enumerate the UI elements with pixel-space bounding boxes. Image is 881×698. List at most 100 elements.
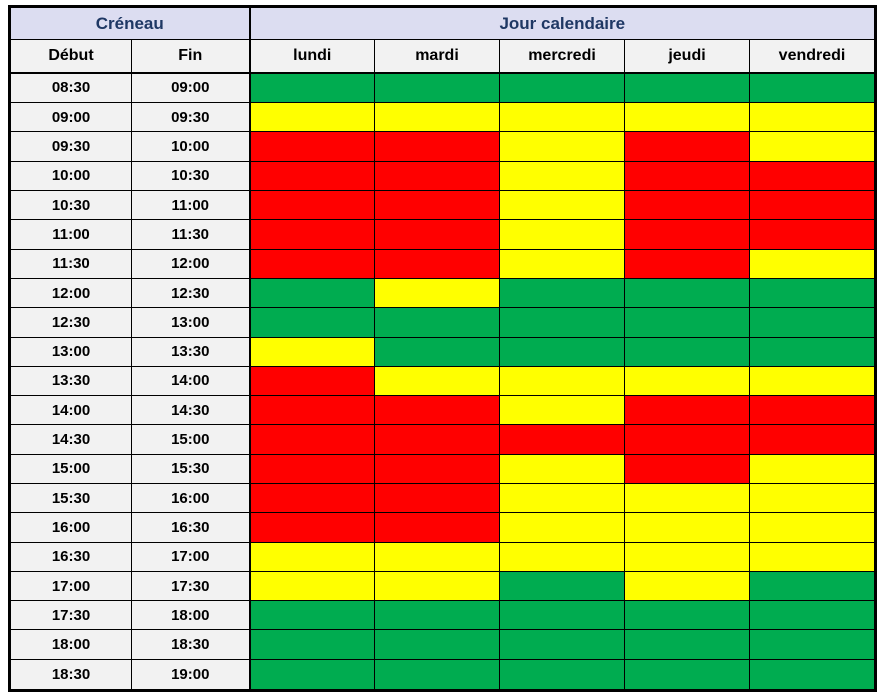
slot-cell	[499, 71, 625, 104]
slot-cell	[624, 482, 750, 514]
time-start-cell: 12:30	[9, 307, 132, 338]
time-start-cell: 16:30	[9, 541, 132, 572]
slot-cell	[499, 629, 625, 660]
time-start-cell: 12:00	[9, 277, 132, 309]
time-start-cell: 15:30	[9, 482, 132, 514]
slot-cell	[748, 395, 877, 426]
time-end-cell: 10:00	[131, 131, 250, 162]
slot-cell	[748, 453, 877, 484]
slot-cell	[374, 395, 500, 426]
table-row: 09:30 10:00	[9, 131, 877, 162]
slot-cell	[374, 336, 500, 367]
table-row: 12:30 13:00	[9, 307, 877, 338]
time-end-cell: 14:30	[131, 395, 250, 426]
slot-cell	[248, 160, 375, 192]
time-start-cell: 11:00	[9, 219, 132, 250]
table-row: 13:00 13:30	[9, 336, 877, 367]
slot-cell	[499, 336, 625, 367]
slot-cell	[248, 365, 375, 397]
slot-cell	[499, 570, 625, 602]
time-end-cell: 13:30	[131, 336, 250, 367]
slot-cell	[374, 629, 500, 660]
slot-cell	[374, 658, 500, 692]
slot-cell	[248, 277, 375, 309]
time-start-cell: 14:00	[9, 395, 132, 426]
slot-cell	[748, 365, 877, 397]
slot-cell	[248, 190, 375, 221]
slot-cell	[624, 160, 750, 192]
slot-cell	[499, 190, 625, 221]
time-start-cell: 11:30	[9, 248, 132, 279]
slot-cell	[374, 482, 500, 514]
slot-cell	[624, 71, 750, 104]
table-row: 18:00 18:30	[9, 629, 877, 660]
slot-cell	[499, 482, 625, 514]
time-start-cell: 18:30	[9, 658, 132, 692]
slot-cell	[748, 570, 877, 602]
slot-cell	[248, 336, 375, 367]
slot-cell	[748, 131, 877, 162]
time-end-cell: 18:30	[131, 629, 250, 660]
time-start-cell: 17:30	[9, 600, 132, 631]
time-end-cell: 12:30	[131, 277, 250, 309]
slot-cell	[624, 541, 750, 572]
slot-cell	[499, 219, 625, 250]
slot-cell	[499, 453, 625, 484]
time-start-cell: 09:00	[9, 102, 132, 133]
slot-cell	[248, 219, 375, 250]
time-end-cell: 17:30	[131, 570, 250, 602]
table-row: 10:30 11:00	[9, 190, 877, 221]
time-start-cell: 13:30	[9, 365, 132, 397]
slot-cell	[374, 600, 500, 631]
slot-cell	[499, 512, 625, 543]
slot-cell	[748, 307, 877, 338]
slot-cell	[374, 102, 500, 133]
slot-cell	[248, 512, 375, 543]
slot-cell	[374, 277, 500, 309]
slot-cell	[499, 541, 625, 572]
slot-cell	[624, 131, 750, 162]
slot-cell	[374, 570, 500, 602]
table-row: 11:30 12:00	[9, 248, 877, 279]
slot-cell	[748, 102, 877, 133]
slot-cell	[248, 541, 375, 572]
slot-cell	[374, 160, 500, 192]
table-row: 08:30 09:00	[9, 71, 877, 104]
slot-cell	[748, 424, 877, 455]
time-end-cell: 11:00	[131, 190, 250, 221]
slot-cell	[624, 277, 750, 309]
table-row: 15:30 16:00	[9, 482, 877, 514]
time-end-cell: 19:00	[131, 658, 250, 692]
column-header-row: Début Fin lundi mardi mercredi jeudi ven…	[9, 39, 877, 74]
slot-cell	[624, 248, 750, 279]
time-end-cell: 10:30	[131, 160, 250, 192]
time-end-cell: 16:00	[131, 482, 250, 514]
slot-cell	[624, 190, 750, 221]
table-row: 14:00 14:30	[9, 395, 877, 426]
table-row: 13:30 14:00	[9, 365, 877, 397]
slot-cell	[499, 131, 625, 162]
table-row: 17:30 18:00	[9, 600, 877, 631]
table-row: 17:00 17:30	[9, 570, 877, 602]
time-start-cell: 13:00	[9, 336, 132, 367]
slot-cell	[499, 102, 625, 133]
slot-cell	[624, 658, 750, 692]
slot-cell	[499, 365, 625, 397]
time-end-cell: 15:30	[131, 453, 250, 484]
slot-cell	[374, 219, 500, 250]
slot-cell	[499, 395, 625, 426]
slot-cell	[748, 629, 877, 660]
table-row: 09:00 09:30	[9, 102, 877, 133]
slot-cell	[374, 248, 500, 279]
slot-cell	[624, 512, 750, 543]
slot-cell	[248, 71, 375, 104]
table-row: 10:00 10:30	[9, 160, 877, 192]
time-start-cell: 16:00	[9, 512, 132, 543]
column-header-mercredi: mercredi	[499, 39, 625, 74]
slot-cell	[248, 131, 375, 162]
table-row: 16:00 16:30	[9, 512, 877, 543]
slot-cell	[624, 424, 750, 455]
time-end-cell: 11:30	[131, 219, 250, 250]
slot-cell	[248, 395, 375, 426]
slot-cell	[499, 658, 625, 692]
